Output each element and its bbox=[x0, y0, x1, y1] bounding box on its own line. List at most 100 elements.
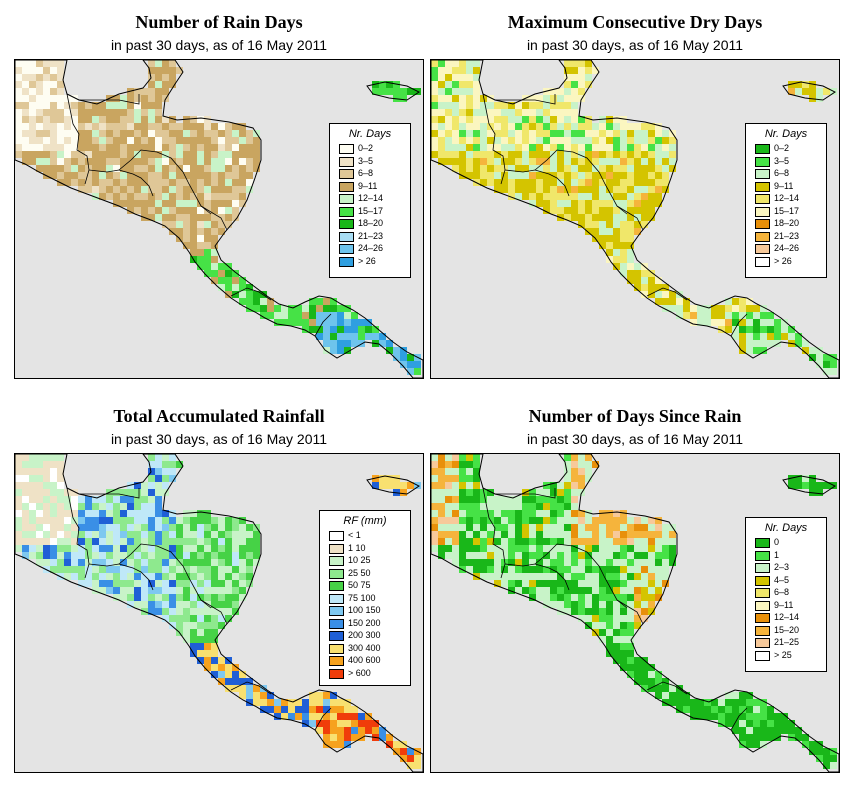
map-cell bbox=[501, 524, 508, 531]
map-cell bbox=[648, 524, 655, 531]
map-cell bbox=[599, 559, 606, 566]
map-cell bbox=[351, 727, 358, 734]
map-cell bbox=[466, 137, 473, 144]
map-cell bbox=[183, 214, 190, 221]
map-cell bbox=[197, 580, 204, 587]
map-cell bbox=[739, 298, 746, 305]
map-cell bbox=[627, 643, 634, 650]
map-cell bbox=[627, 615, 634, 622]
map-cell bbox=[627, 608, 634, 615]
map-cell bbox=[753, 340, 760, 347]
map-cell bbox=[92, 559, 99, 566]
map-cell bbox=[22, 74, 29, 81]
map-cell bbox=[337, 305, 344, 312]
map-cell bbox=[543, 144, 550, 151]
map-cell bbox=[169, 601, 176, 608]
map-cell bbox=[400, 748, 407, 755]
map-cell bbox=[711, 312, 718, 319]
map-cell bbox=[522, 580, 529, 587]
map-cell bbox=[50, 552, 57, 559]
legend-label: 200 300 bbox=[348, 630, 381, 640]
map-cell bbox=[232, 524, 239, 531]
map-cell bbox=[78, 130, 85, 137]
map-cell bbox=[288, 305, 295, 312]
map-cell bbox=[606, 594, 613, 601]
map-cell bbox=[92, 144, 99, 151]
map-cell bbox=[218, 144, 225, 151]
map-cell bbox=[120, 151, 127, 158]
map-cell bbox=[697, 713, 704, 720]
map-cell bbox=[260, 291, 267, 298]
map-cell bbox=[239, 552, 246, 559]
map-cell bbox=[330, 312, 337, 319]
map-cell bbox=[613, 179, 620, 186]
map-cell bbox=[43, 489, 50, 496]
map-cell bbox=[309, 713, 316, 720]
map-cell bbox=[592, 179, 599, 186]
map-cell bbox=[585, 510, 592, 517]
map-cell bbox=[606, 179, 613, 186]
legend-swatch bbox=[755, 169, 770, 179]
map-cell bbox=[85, 503, 92, 510]
map-cell bbox=[57, 130, 64, 137]
map-cell bbox=[15, 88, 22, 95]
map-cell bbox=[239, 165, 246, 172]
map-cell bbox=[599, 594, 606, 601]
map-cell bbox=[452, 496, 459, 503]
map-cell bbox=[522, 102, 529, 109]
map-cell bbox=[438, 95, 445, 102]
map-cell bbox=[267, 312, 274, 319]
map-cell bbox=[627, 601, 634, 608]
map-cell bbox=[536, 496, 543, 503]
map-cell bbox=[585, 608, 592, 615]
map-cell bbox=[459, 60, 466, 67]
map-cell bbox=[92, 172, 99, 179]
map-cell bbox=[239, 291, 246, 298]
map-cell bbox=[211, 242, 218, 249]
map-cell bbox=[232, 559, 239, 566]
map-cell bbox=[211, 186, 218, 193]
map-cell bbox=[473, 109, 480, 116]
map-cell bbox=[508, 158, 515, 165]
map-cell bbox=[767, 312, 774, 319]
map-cell bbox=[155, 60, 162, 67]
map-cell bbox=[522, 193, 529, 200]
map-cell bbox=[732, 305, 739, 312]
map-cell bbox=[15, 67, 22, 74]
map-cell bbox=[36, 461, 43, 468]
map-cell bbox=[536, 531, 543, 538]
map-cell bbox=[431, 468, 438, 475]
map-cell bbox=[169, 165, 176, 172]
map-cell bbox=[487, 109, 494, 116]
map-cell bbox=[155, 158, 162, 165]
map-cell bbox=[585, 123, 592, 130]
map-cell bbox=[564, 88, 571, 95]
map-cell bbox=[71, 503, 78, 510]
map-cell bbox=[106, 130, 113, 137]
map-cell bbox=[197, 524, 204, 531]
map-cell bbox=[641, 172, 648, 179]
legend-label: 9–11 bbox=[774, 180, 794, 191]
map-cell bbox=[99, 503, 106, 510]
map-cell bbox=[71, 496, 78, 503]
map-cell bbox=[239, 151, 246, 158]
map-cell bbox=[515, 545, 522, 552]
legend-swatch bbox=[755, 156, 770, 167]
map-cell bbox=[578, 207, 585, 214]
map-cell bbox=[536, 545, 543, 552]
map-cell bbox=[183, 615, 190, 622]
map-cell bbox=[337, 720, 344, 727]
map-cell bbox=[487, 158, 494, 165]
map-cell bbox=[473, 503, 480, 510]
map-cell bbox=[823, 354, 830, 361]
map-cell bbox=[99, 109, 106, 116]
map-cell bbox=[550, 545, 557, 552]
legend-swatch bbox=[329, 668, 344, 679]
map-cell bbox=[627, 214, 634, 221]
map-cell bbox=[473, 524, 480, 531]
map-cell bbox=[655, 580, 662, 587]
legend-label: 18–20 bbox=[774, 218, 800, 228]
map-cell bbox=[571, 503, 578, 510]
map-cell bbox=[162, 165, 169, 172]
map-cell bbox=[330, 326, 337, 333]
